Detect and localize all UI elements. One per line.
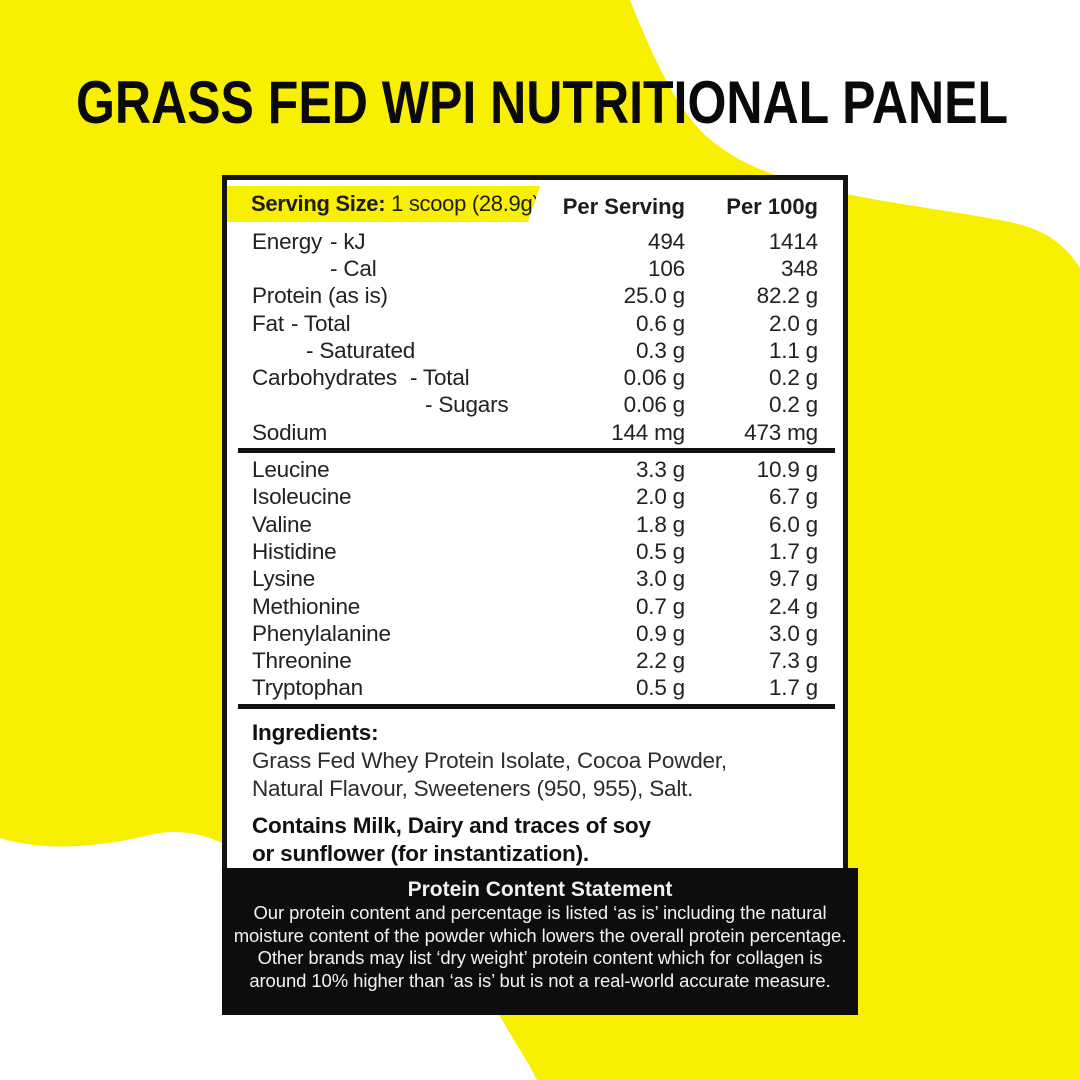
nutrient-row: Protein (as is) 25.0 g 82.2 g xyxy=(252,283,818,310)
serving-size-value: 1 scoop (28.9g) xyxy=(391,191,540,216)
value-per-serving: 2.0 g xyxy=(635,484,685,510)
value-per-serving: 144 mg xyxy=(611,419,685,445)
value-per-100g: 9.7 g xyxy=(768,566,818,592)
ingredients-line: Grass Fed Whey Protein Isolate, Cocoa Po… xyxy=(252,747,727,773)
nutrient-name: Protein (as is) xyxy=(252,283,388,309)
ingredients-label: Ingredients: xyxy=(252,719,379,745)
section-divider xyxy=(238,448,835,453)
value-per-serving: 0.7 g xyxy=(635,593,685,619)
amino-acid-name: Methionine xyxy=(252,593,361,619)
amino-acid-name: Leucine xyxy=(252,457,330,483)
value-per-100g: 348 xyxy=(781,255,818,281)
footer-title: Protein Content Statement xyxy=(407,878,673,901)
page-title: GRASS FED WPI NUTRITIONAL PANEL xyxy=(76,69,1008,136)
value-per-serving: 106 xyxy=(648,255,685,281)
nutrient-name: Carbohydrates xyxy=(252,365,397,391)
amino-acid-row: Isoleucine 2.0 g 6.7 g xyxy=(252,484,818,511)
column-header-per-serving: Per Serving xyxy=(562,194,685,219)
amino-acid-name: Lysine xyxy=(252,566,316,592)
protein-statement-footer: Protein Content Statement Our protein co… xyxy=(222,868,858,1015)
ingredients-section: Ingredients: Grass Fed Whey Protein Isol… xyxy=(227,718,843,869)
amino-acid-name: Histidine xyxy=(252,538,337,564)
value-per-serving: 0.6 g xyxy=(635,310,685,336)
amino-acids-table: Leucine 3.3 g 10.9 g Isoleucine 2.0 g 6.7 g Va… xyxy=(227,456,843,702)
serving-size-chip: Serving Size: 1 scoop (28.9g) xyxy=(227,186,540,222)
nutrient-name: Fat xyxy=(252,310,284,336)
value-per-100g: 6.0 g xyxy=(768,511,818,537)
value-per-100g: 473 mg xyxy=(744,419,818,445)
nutrient-detail: - Sugars xyxy=(425,392,509,418)
amino-acid-name: Valine xyxy=(252,511,312,537)
nutrient-row: - Cal 106 348 xyxy=(252,255,818,282)
ingredients-line: Natural Flavour, Sweeteners (950, 955), … xyxy=(252,776,694,802)
value-per-100g: 1414 xyxy=(768,228,818,254)
value-per-serving: 494 xyxy=(648,228,685,254)
nutrient-row: Sodium 144 mg 473 mg xyxy=(252,419,818,446)
allergen-line: or sunflower (for instantization). xyxy=(252,841,589,867)
value-per-100g: 1.1 g xyxy=(768,337,818,363)
amino-acid-name: Tryptophan xyxy=(252,675,363,701)
nutrient-detail: - Total xyxy=(291,310,351,336)
nutrient-name: Energy xyxy=(252,228,323,254)
nutrition-panel: Serving Size: 1 scoop (28.9g) Per Servin… xyxy=(222,175,858,1015)
footer-body: Our protein content and percentage is li… xyxy=(233,902,847,991)
panel-header: Serving Size: 1 scoop (28.9g) Per Servin… xyxy=(227,180,843,228)
value-per-serving: 0.5 g xyxy=(635,675,685,701)
amino-acid-row: Threonine 2.2 g 7.3 g xyxy=(252,647,818,674)
value-per-serving: 3.3 g xyxy=(635,457,685,483)
nutrients-table: Energy - kJ 494 1414- Cal 106 348 Protein (as … xyxy=(227,228,843,446)
value-per-serving: 2.2 g xyxy=(635,648,685,674)
nutrient-row: - Saturated 0.3 g 1.1 g xyxy=(252,337,818,364)
amino-acid-row: Leucine 3.3 g 10.9 g xyxy=(252,456,818,483)
value-per-serving: 1.8 g xyxy=(635,511,685,537)
section-divider xyxy=(238,704,835,709)
value-per-100g: 3.0 g xyxy=(768,620,818,646)
allergen-line: Contains Milk, Dairy and traces of soy xyxy=(252,812,651,838)
amino-acid-row: Tryptophan 0.5 g 1.7 g xyxy=(252,675,818,702)
amino-acid-row: Phenylalanine 0.9 g 3.0 g xyxy=(252,620,818,647)
value-per-100g: 82.2 g xyxy=(756,283,819,309)
amino-acid-name: Phenylalanine xyxy=(252,620,391,646)
nutrient-name: Sodium xyxy=(252,419,328,445)
amino-acid-row: Histidine 0.5 g 1.7 g xyxy=(252,538,818,565)
white-blob-top-right xyxy=(630,0,1080,268)
value-per-serving: 0.06 g xyxy=(623,365,686,391)
value-per-serving: 0.9 g xyxy=(635,620,685,646)
value-per-serving: 0.5 g xyxy=(635,538,685,564)
page-title-wrap: GRASS FED WPI NUTRITIONAL PANEL xyxy=(76,69,1008,136)
serving-size-label: Serving Size: xyxy=(251,191,386,216)
value-per-100g: 1.7 g xyxy=(768,675,818,701)
nutrient-row: Fat - Total 0.6 g 2.0 g xyxy=(252,310,818,337)
nutrient-row: - Sugars 0.06 g 0.2 g xyxy=(252,392,818,419)
column-header-per-100g: Per 100g xyxy=(726,194,818,219)
amino-acid-row: Methionine 0.7 g 2.4 g xyxy=(252,593,818,620)
value-per-100g: 7.3 g xyxy=(768,648,818,674)
nutrient-detail: - kJ xyxy=(330,228,366,254)
value-per-100g: 6.7 g xyxy=(768,484,818,510)
amino-acid-row: Valine 1.8 g 6.0 g xyxy=(252,511,818,538)
value-per-100g: 0.2 g xyxy=(768,392,818,418)
value-per-100g: 1.7 g xyxy=(768,538,818,564)
nutrient-detail: - Saturated xyxy=(306,337,416,363)
nutrient-row: Energy - kJ 494 1414 xyxy=(252,228,818,255)
amino-acid-name: Threonine xyxy=(252,648,352,674)
nutrient-detail: - Total xyxy=(410,365,470,391)
value-per-serving: 0.06 g xyxy=(623,392,686,418)
value-per-100g: 10.9 g xyxy=(756,457,819,483)
nutrient-detail: - Cal xyxy=(330,255,377,281)
value-per-100g: 0.2 g xyxy=(768,365,818,391)
value-per-serving: 25.0 g xyxy=(623,283,686,309)
value-per-serving: 0.3 g xyxy=(635,337,685,363)
nutrient-row: Carbohydrates - Total 0.06 g 0.2 g xyxy=(252,364,818,391)
value-per-100g: 2.4 g xyxy=(768,593,818,619)
amino-acid-row: Lysine 3.0 g 9.7 g xyxy=(252,566,818,593)
value-per-serving: 3.0 g xyxy=(635,566,685,592)
value-per-100g: 2.0 g xyxy=(768,310,818,336)
amino-acid-name: Isoleucine xyxy=(252,484,352,510)
allergen-statement: Contains Milk, Dairy and traces of soy o… xyxy=(252,812,843,869)
